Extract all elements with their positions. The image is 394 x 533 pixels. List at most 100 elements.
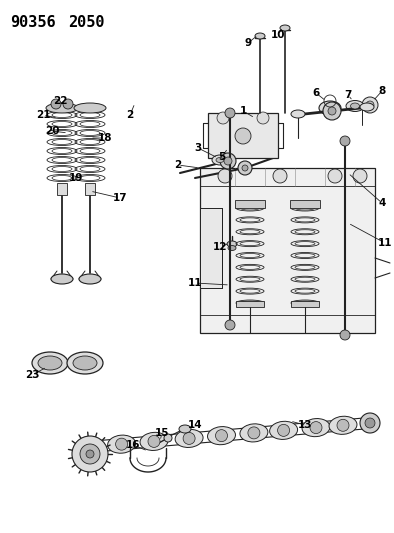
Ellipse shape [329, 416, 357, 434]
Circle shape [225, 320, 235, 330]
Text: 23: 23 [25, 370, 39, 380]
Ellipse shape [38, 356, 62, 370]
Circle shape [224, 157, 232, 165]
Circle shape [148, 435, 160, 447]
Circle shape [323, 102, 341, 120]
Ellipse shape [319, 101, 341, 115]
Ellipse shape [216, 157, 224, 163]
Text: 2050: 2050 [68, 15, 104, 30]
Circle shape [337, 419, 349, 431]
Ellipse shape [212, 155, 228, 165]
Circle shape [360, 413, 380, 433]
Circle shape [235, 128, 251, 144]
Ellipse shape [79, 274, 101, 284]
Circle shape [362, 97, 378, 113]
Text: 20: 20 [45, 126, 59, 136]
Bar [290, 200, 320, 208]
Ellipse shape [351, 103, 359, 109]
Circle shape [63, 99, 73, 109]
Circle shape [238, 161, 252, 175]
Text: 3: 3 [194, 143, 202, 153]
Ellipse shape [280, 25, 290, 31]
Text: 90356: 90356 [10, 15, 56, 30]
Ellipse shape [46, 103, 78, 113]
Circle shape [218, 169, 232, 183]
Ellipse shape [32, 352, 68, 374]
Ellipse shape [346, 101, 364, 111]
Ellipse shape [108, 435, 136, 453]
Bar [236, 301, 264, 307]
Text: 4: 4 [378, 198, 386, 208]
Circle shape [183, 432, 195, 445]
Circle shape [164, 434, 172, 442]
Bar [208, 113, 278, 158]
Text: 8: 8 [378, 86, 386, 96]
Circle shape [310, 422, 322, 434]
Text: 14: 14 [188, 420, 202, 430]
Circle shape [86, 450, 94, 458]
Ellipse shape [140, 432, 168, 450]
Circle shape [216, 430, 227, 442]
Circle shape [257, 112, 269, 124]
Text: 18: 18 [98, 133, 112, 143]
Circle shape [220, 153, 236, 169]
Text: 9: 9 [244, 38, 251, 48]
Text: 6: 6 [312, 88, 320, 98]
Ellipse shape [67, 352, 103, 374]
Text: 17: 17 [113, 193, 127, 203]
Bar [291, 301, 319, 307]
Circle shape [225, 108, 235, 118]
Text: 16: 16 [126, 440, 140, 450]
Circle shape [340, 330, 350, 340]
Ellipse shape [175, 430, 203, 448]
Text: 12: 12 [213, 242, 227, 252]
Bar [85, 183, 95, 195]
Text: 10: 10 [271, 30, 285, 40]
Circle shape [365, 418, 375, 428]
Circle shape [51, 99, 61, 109]
Ellipse shape [360, 103, 374, 111]
Ellipse shape [324, 104, 336, 111]
Circle shape [248, 427, 260, 439]
Text: 11: 11 [378, 238, 392, 248]
Text: 1: 1 [240, 106, 247, 116]
Ellipse shape [291, 110, 305, 118]
Text: 21: 21 [36, 110, 50, 120]
Ellipse shape [302, 418, 330, 437]
Ellipse shape [227, 241, 237, 247]
Circle shape [278, 424, 290, 437]
Ellipse shape [74, 103, 106, 113]
Text: 15: 15 [155, 428, 169, 438]
Ellipse shape [51, 274, 73, 284]
Bar [57, 183, 67, 195]
Ellipse shape [269, 421, 297, 439]
Circle shape [353, 169, 367, 183]
Ellipse shape [255, 33, 265, 39]
Text: 11: 11 [188, 278, 202, 288]
Ellipse shape [240, 424, 268, 442]
Circle shape [328, 169, 342, 183]
Text: 19: 19 [69, 173, 83, 183]
Text: 7: 7 [344, 90, 352, 100]
Circle shape [273, 169, 287, 183]
Circle shape [115, 438, 128, 450]
Ellipse shape [73, 356, 97, 370]
Ellipse shape [208, 426, 236, 445]
Text: 2: 2 [175, 160, 182, 170]
Circle shape [72, 436, 108, 472]
Circle shape [366, 101, 374, 109]
Bar [200, 168, 375, 333]
Ellipse shape [179, 425, 191, 433]
Circle shape [340, 136, 350, 146]
Text: 22: 22 [53, 96, 67, 106]
Text: 5: 5 [218, 152, 226, 162]
Circle shape [217, 112, 229, 124]
Bar [235, 200, 265, 208]
Ellipse shape [228, 246, 236, 251]
Text: 13: 13 [298, 420, 312, 430]
Circle shape [242, 165, 248, 171]
Circle shape [328, 107, 336, 115]
Circle shape [80, 444, 100, 464]
Text: 2: 2 [126, 110, 134, 120]
Bar [200, 208, 222, 288]
